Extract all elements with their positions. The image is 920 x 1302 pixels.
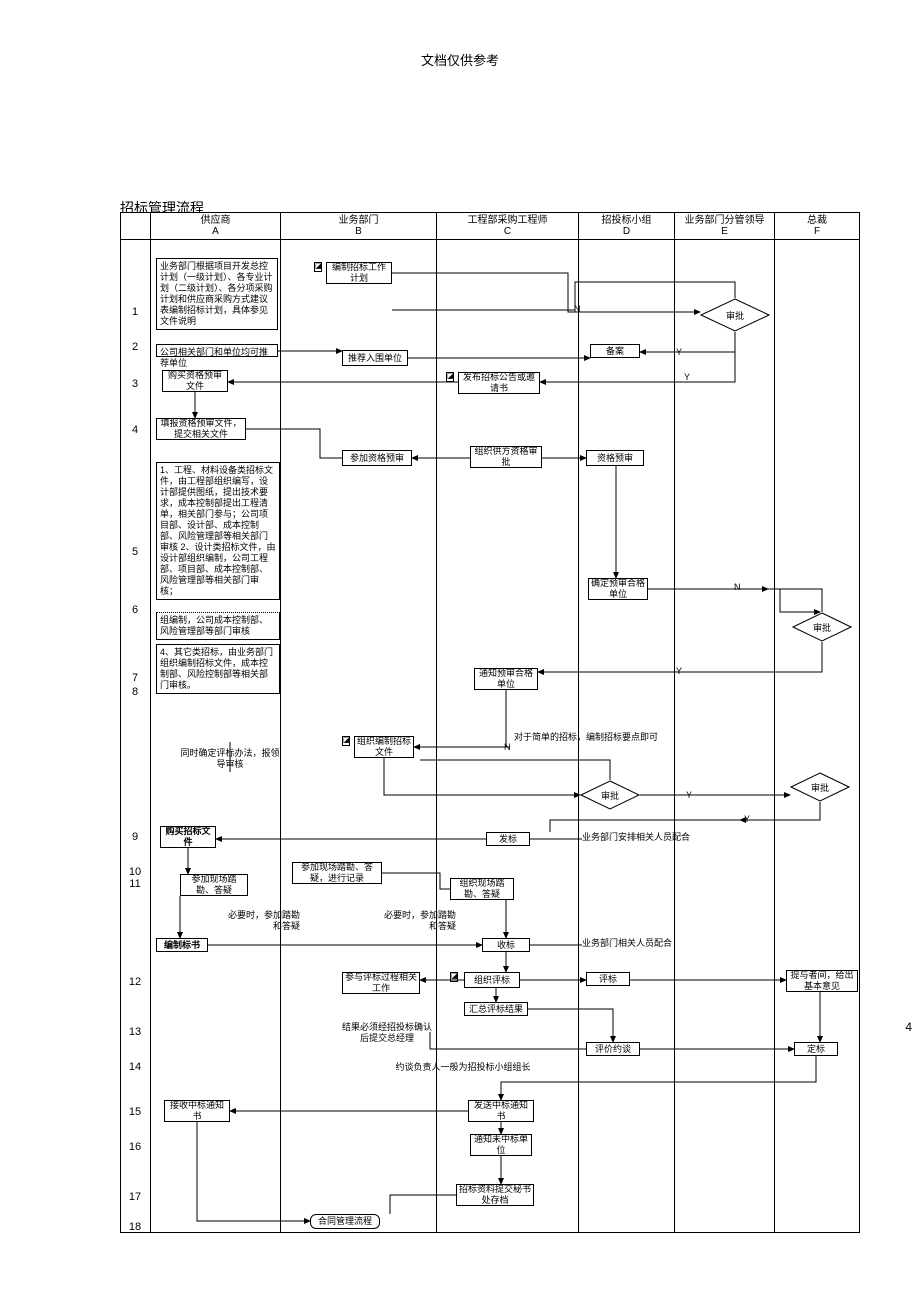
node-c4: 组织供方资格审批 — [470, 446, 542, 468]
node-b1: 编制招标工作计划 — [326, 262, 392, 284]
column-header: 业务部门B — [281, 212, 436, 240]
row-number: 1 — [120, 306, 150, 318]
note-a6a: 组编制，公司成本控制部、风险管理部等部门审核 — [156, 612, 280, 640]
node-c10: 组织现场踏勘、答疑 — [450, 878, 514, 900]
page-header: 文档仅供参考 — [0, 0, 920, 89]
doc-icon: ◪ — [342, 736, 350, 746]
node-d13: 评价约谈 — [586, 1042, 640, 1056]
row-number: 7 — [120, 672, 150, 684]
label-n: N — [734, 582, 741, 592]
note-a6b: 4、其它类招标，由业务部门组织编制招标文件，成本控制部、风险控制部等相关部门审核… — [156, 644, 280, 694]
row-number: 2 — [120, 341, 150, 353]
node-c12b: 汇总评标结果 — [464, 1002, 528, 1016]
flowchart-stage: 供应商A业务部门B工程部采购工程师C招投标小组D业务部门分管领导E总裁F 123… — [120, 212, 860, 1232]
column-header: 总裁F — [775, 212, 859, 240]
row-number: 4 — [120, 424, 150, 436]
node-b4: 参加资格预审 — [342, 450, 412, 466]
node-c16: 通知未中标单位 — [470, 1134, 532, 1156]
column-header: 业务部门分管领导E — [675, 212, 774, 240]
node-a11: 编制标书 — [156, 938, 208, 952]
node-d12: 评标 — [586, 972, 630, 986]
node-a3: 购买资格预审文件 — [162, 370, 228, 392]
row-number: 11 — [120, 878, 150, 890]
row-number: 12 — [120, 976, 150, 988]
node-c9: 发标 — [486, 832, 530, 846]
node-b2: 推荐入围单位 — [342, 350, 408, 366]
row-number: 18 — [120, 1221, 150, 1233]
gutter-header — [121, 212, 150, 240]
node-c17: 招标资料提交秘书处存档 — [456, 1184, 534, 1206]
row-number: 6 — [120, 604, 150, 616]
annot-d9: 业务部门安排相关人员配合 — [582, 832, 712, 843]
doc-icon: ◪ — [450, 972, 458, 982]
row-number: 5 — [120, 546, 150, 558]
node-b12: 参与评标过程相关工作 — [342, 972, 420, 994]
row-number: 3 — [120, 378, 150, 390]
node-d4: 资格预审 — [586, 450, 644, 466]
diamond-e1: 审批 — [700, 298, 770, 332]
annot-c8: 对于简单的招标，编制招标要点即可 — [514, 732, 684, 743]
doc-icon: ◪ — [446, 372, 454, 382]
node-b10: 参加现场踏勘、答疑，进行记录 — [292, 862, 382, 884]
node-c7: 通知预审合格单位 — [474, 668, 538, 690]
node-b8: 组织编制招标文件 — [354, 736, 414, 758]
note-a5: 1、工程、材料设备类招标文件，由工程部组织编写，设计部提供图纸，提出技术要求，成… — [156, 462, 280, 600]
node-a15: 接收中标通知书 — [164, 1100, 230, 1122]
doc-icon: ◪ — [314, 262, 322, 272]
label-y: Y — [676, 347, 682, 357]
label-n: N — [504, 742, 511, 752]
row-number: 14 — [120, 1061, 150, 1073]
label-y: Y — [676, 666, 682, 676]
diamond-f6: 审批 — [792, 612, 852, 642]
node-b18: 合同管理流程 — [310, 1214, 380, 1229]
label-y: Y — [684, 372, 690, 382]
label-n: N — [574, 304, 581, 314]
annot-b10b: 必要时，参加踏勘和答疑 — [376, 910, 456, 932]
node-c12: 组织评标 — [464, 972, 520, 988]
annot-a10b: 必要时，参加踏勘和答疑 — [220, 910, 300, 932]
diamond-f8: 审批 — [790, 772, 850, 802]
label-y: Y — [686, 790, 692, 800]
node-c3: 发布招标公告或邀请书 — [458, 372, 540, 394]
row-number: 15 — [120, 1106, 150, 1118]
node-a4: 填报资格预审文件，提交相关文件 — [156, 418, 246, 440]
row-number: 8 — [120, 686, 150, 698]
row-number: 13 — [120, 1026, 150, 1038]
row-number: 10 — [120, 866, 150, 878]
node-a10: 参加现场踏勘、答疑 — [180, 874, 248, 896]
note-a1: 业务部门根据项目开发总控计划（一级计划）、各专业计划（二级计划）、各分项采购计划… — [156, 258, 278, 330]
row-number: 9 — [120, 831, 150, 843]
row-number: 16 — [120, 1141, 150, 1153]
annot-a8: 同时确定评标办法，报领导审核 — [180, 748, 280, 770]
annot-d11: 业务部门相关人员配合 — [582, 938, 702, 949]
node-f12: 提与者间，给出基本意见 — [786, 970, 858, 992]
node-c2-backup: 备案 — [590, 344, 640, 358]
node-d5: 确定预审合格单位 — [588, 578, 648, 600]
node-a9: 购买招标文件 — [160, 826, 216, 848]
node-c15: 发送中标通知书 — [468, 1100, 534, 1122]
annot-b14: 约谈负责人一般为招投标小组组长 — [378, 1062, 548, 1073]
annot-b13: 结果必须经招投标确认后提交总经理 — [342, 1022, 432, 1044]
note-a2: 公司相关部门和单位均可推荐单位 — [156, 344, 278, 357]
diamond-d8: 审批 — [580, 780, 640, 810]
page-number: 4 — [905, 1020, 912, 1034]
row-number: 17 — [120, 1191, 150, 1203]
column-header: 招投标小组D — [579, 212, 674, 240]
column-header: 工程部采购工程师C — [437, 212, 578, 240]
label-y: Y — [744, 814, 750, 824]
node-f13: 定标 — [794, 1042, 838, 1056]
column-header: 供应商A — [151, 212, 280, 240]
node-c11: 收标 — [482, 938, 530, 952]
